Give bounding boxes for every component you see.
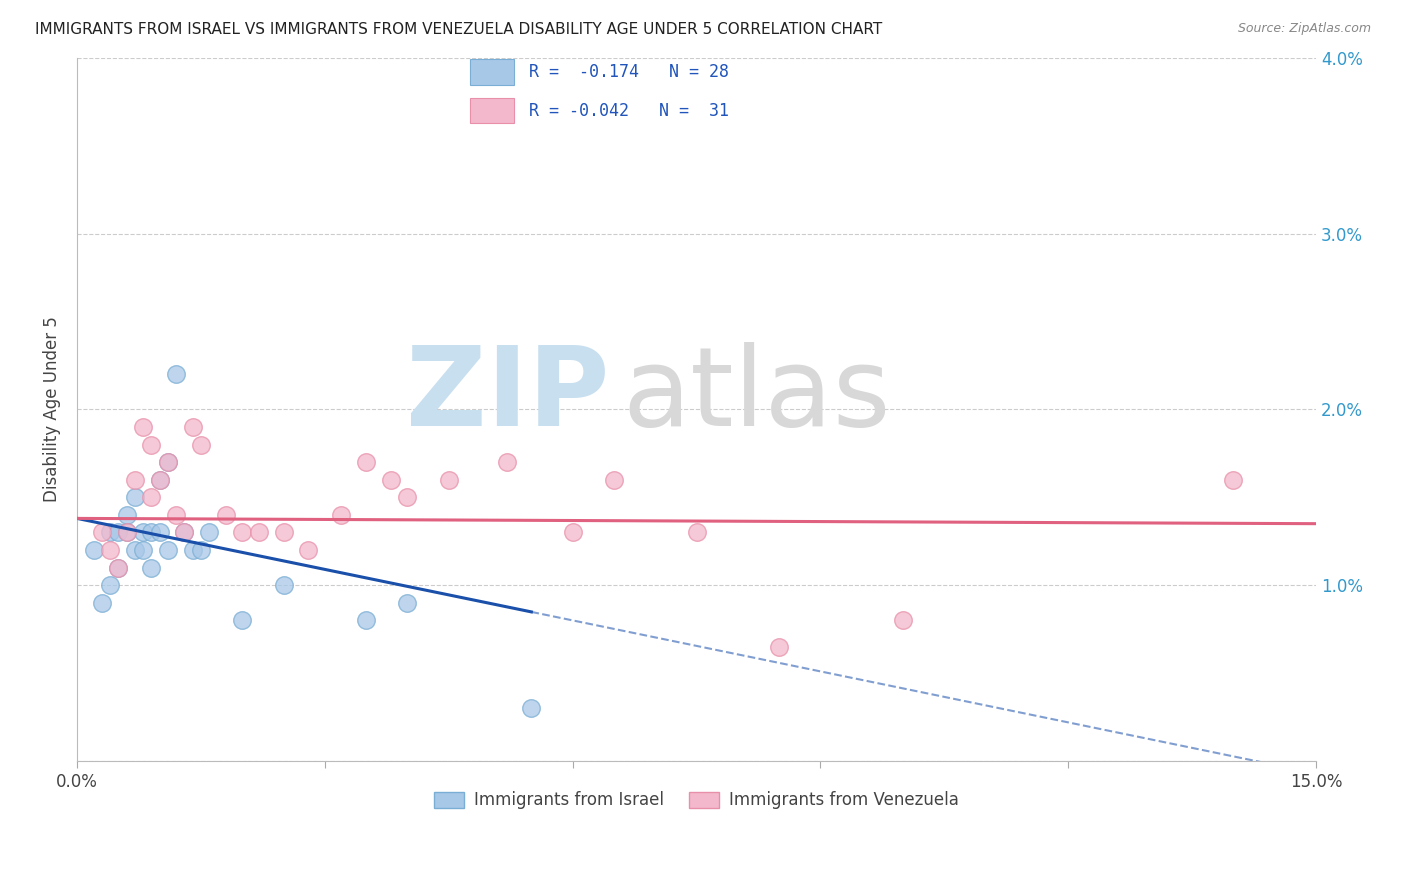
Point xyxy=(1222,473,1244,487)
Point xyxy=(98,578,121,592)
Point xyxy=(124,473,146,487)
Point xyxy=(107,525,129,540)
Point xyxy=(83,543,105,558)
Text: atlas: atlas xyxy=(623,342,891,449)
Point xyxy=(141,560,163,574)
Point xyxy=(132,525,155,540)
Point xyxy=(181,543,204,558)
Point xyxy=(247,525,270,540)
Point xyxy=(297,543,319,558)
Point xyxy=(354,455,377,469)
Point xyxy=(98,525,121,540)
Point xyxy=(273,578,295,592)
Point xyxy=(124,543,146,558)
Text: IMMIGRANTS FROM ISRAEL VS IMMIGRANTS FROM VENEZUELA DISABILITY AGE UNDER 5 CORRE: IMMIGRANTS FROM ISRAEL VS IMMIGRANTS FRO… xyxy=(35,22,883,37)
Point xyxy=(149,473,172,487)
Point xyxy=(90,596,112,610)
Point xyxy=(149,525,172,540)
Point xyxy=(190,543,212,558)
Point xyxy=(98,543,121,558)
Point xyxy=(132,420,155,434)
Point xyxy=(231,614,253,628)
Point xyxy=(273,525,295,540)
Point xyxy=(149,473,172,487)
Point xyxy=(354,614,377,628)
Y-axis label: Disability Age Under 5: Disability Age Under 5 xyxy=(44,317,60,502)
Point xyxy=(190,437,212,451)
Point xyxy=(215,508,238,522)
Point xyxy=(561,525,583,540)
Point xyxy=(132,543,155,558)
Point xyxy=(603,473,626,487)
Point xyxy=(165,368,187,382)
Point xyxy=(90,525,112,540)
Point xyxy=(173,525,195,540)
Point xyxy=(115,525,138,540)
Point xyxy=(181,420,204,434)
Point xyxy=(198,525,221,540)
Point xyxy=(141,491,163,505)
Point xyxy=(173,525,195,540)
Point xyxy=(115,508,138,522)
Point xyxy=(330,508,353,522)
Point xyxy=(107,560,129,574)
Point xyxy=(115,525,138,540)
Point xyxy=(165,508,187,522)
Point xyxy=(141,437,163,451)
Point xyxy=(396,596,419,610)
Point xyxy=(124,491,146,505)
Point xyxy=(231,525,253,540)
Legend: Immigrants from Israel, Immigrants from Venezuela: Immigrants from Israel, Immigrants from … xyxy=(427,785,966,816)
Text: Source: ZipAtlas.com: Source: ZipAtlas.com xyxy=(1237,22,1371,36)
Point xyxy=(396,491,419,505)
Point xyxy=(156,455,179,469)
Point xyxy=(437,473,460,487)
Point xyxy=(768,640,790,654)
Point xyxy=(891,614,914,628)
Point xyxy=(380,473,402,487)
Point xyxy=(156,455,179,469)
Point xyxy=(141,525,163,540)
Point xyxy=(685,525,707,540)
Text: ZIP: ZIP xyxy=(406,342,610,449)
Point xyxy=(156,543,179,558)
Point xyxy=(495,455,517,469)
Point xyxy=(107,560,129,574)
Point xyxy=(520,701,543,715)
